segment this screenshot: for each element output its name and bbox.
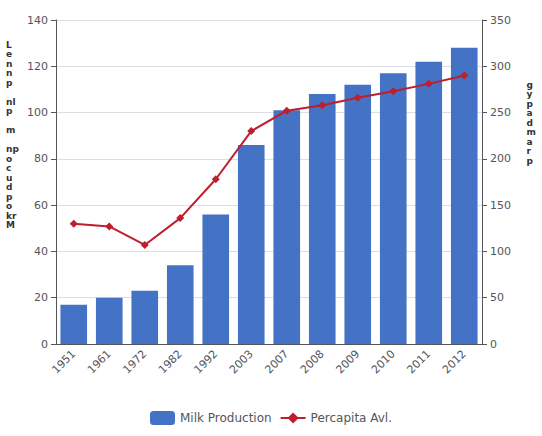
svg-text:n: n — [6, 68, 12, 78]
svg-text:120: 120 — [27, 60, 48, 73]
svg-text:2011: 2011 — [404, 347, 433, 376]
svg-text:1961: 1961 — [85, 347, 114, 376]
svg-text:80: 80 — [34, 152, 48, 165]
svg-text:m: m — [6, 125, 15, 135]
svg-text:r: r — [527, 146, 532, 156]
svg-text:20: 20 — [34, 291, 48, 304]
svg-text:2007: 2007 — [262, 347, 291, 376]
svg-text:250: 250 — [490, 106, 511, 119]
svg-text:m: m — [527, 127, 536, 137]
svg-text:d: d — [527, 118, 533, 128]
svg-text:1972: 1972 — [120, 347, 149, 376]
svg-text:300: 300 — [490, 60, 511, 73]
svg-text:2008: 2008 — [298, 347, 327, 376]
svg-text:o: o — [6, 154, 12, 164]
svg-text:a: a — [527, 137, 533, 147]
svg-text:g: g — [527, 80, 533, 90]
svg-text:140: 140 — [27, 14, 48, 27]
svg-text:0: 0 — [41, 338, 48, 351]
svg-text:350: 350 — [490, 14, 511, 27]
svg-text:200: 200 — [490, 152, 511, 165]
svg-text:p: p — [527, 99, 534, 109]
svg-text:kr: kr — [6, 211, 17, 221]
svg-text:0: 0 — [490, 338, 497, 351]
svg-text:n: n — [6, 59, 12, 69]
svg-text:d: d — [6, 182, 12, 192]
svg-text:L: L — [6, 40, 12, 50]
svg-text:2009: 2009 — [333, 347, 362, 376]
svg-text:a: a — [527, 108, 533, 118]
svg-text:1951: 1951 — [49, 347, 78, 376]
svg-text:M: M — [6, 220, 15, 230]
svg-text:40: 40 — [34, 245, 48, 258]
svg-text:100: 100 — [27, 106, 48, 119]
svg-text:Percapita Avl.: Percapita Avl. — [311, 411, 392, 425]
svg-text:50: 50 — [490, 291, 504, 304]
svg-text:p: p — [6, 192, 13, 202]
svg-text:150: 150 — [490, 199, 511, 212]
svg-text:Milk Production: Milk Production — [180, 411, 272, 425]
svg-text:p: p — [6, 106, 13, 116]
svg-text:2003: 2003 — [227, 347, 256, 376]
svg-text:1992: 1992 — [191, 347, 220, 376]
svg-text:2010: 2010 — [369, 347, 398, 376]
svg-text:c: c — [6, 163, 11, 173]
svg-text:y: y — [527, 89, 533, 99]
svg-text:p: p — [527, 156, 534, 166]
svg-text:p: p — [6, 78, 13, 88]
svg-text:u: u — [6, 173, 12, 183]
svg-text:nl: nl — [6, 97, 16, 107]
svg-text:100: 100 — [490, 245, 511, 258]
svg-text:2012: 2012 — [440, 347, 469, 376]
svg-text:np: np — [6, 144, 19, 154]
svg-text:60: 60 — [34, 199, 48, 212]
svg-text:e: e — [6, 49, 12, 59]
svg-text:1982: 1982 — [156, 347, 185, 376]
svg-text:o: o — [6, 201, 12, 211]
